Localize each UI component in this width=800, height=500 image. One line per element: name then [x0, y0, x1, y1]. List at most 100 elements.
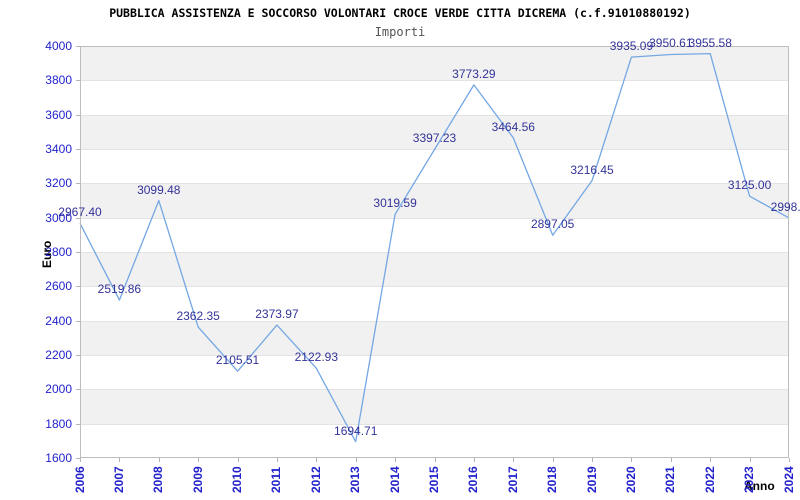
- y-tick-mark: [76, 355, 80, 356]
- x-tick-mark: [276, 458, 278, 462]
- data-point-label: 3019.59: [373, 196, 417, 211]
- x-tick-label: 2009: [190, 466, 205, 493]
- data-point-label: 2122.93: [294, 350, 339, 365]
- x-tick-label: 2013: [348, 466, 363, 493]
- series-line: [79, 52, 790, 443]
- x-tick-mark: [552, 458, 554, 462]
- data-point-label: 3099.48: [137, 182, 181, 197]
- data-point-label: 1694.71: [334, 423, 378, 438]
- x-tick-mark: [631, 458, 633, 462]
- data-point-label: 2998.4: [770, 199, 800, 214]
- y-tick-mark: [76, 46, 80, 47]
- y-tick-mark: [76, 80, 80, 82]
- x-tick-mark: [670, 458, 672, 462]
- y-tick-mark: [76, 458, 80, 459]
- x-tick-label: 2012: [308, 466, 323, 493]
- x-tick-mark: [395, 458, 397, 462]
- data-point-label: 3950.61: [649, 36, 693, 51]
- data-point-label: 3216.45: [570, 162, 614, 177]
- x-tick-mark: [316, 458, 318, 462]
- y-tick-mark: [76, 183, 80, 185]
- x-tick-label: 2023: [742, 466, 757, 493]
- x-tick-label: 2020: [623, 466, 638, 493]
- x-tick-label: 2011: [269, 466, 284, 493]
- y-tick-label: 3200: [45, 176, 72, 191]
- data-point-label: 3125.00: [727, 178, 772, 193]
- plot-band: [80, 114, 789, 149]
- x-tick-mark: [237, 458, 239, 462]
- y-grid-line: [80, 80, 789, 82]
- x-tick-mark: [158, 458, 160, 462]
- y-tick-label: 2200: [45, 348, 72, 362]
- data-point-label: 3955.58: [688, 35, 732, 50]
- x-tick-mark: [198, 458, 200, 462]
- y-tick-label: 3400: [45, 142, 72, 156]
- y-tick-mark: [76, 320, 80, 322]
- plot-band: [80, 46, 789, 81]
- data-point-label: 3935.09: [609, 39, 654, 54]
- y-tick-label: 2400: [45, 313, 72, 328]
- data-point-label: 2373.97: [255, 307, 299, 322]
- y-tick-mark: [76, 389, 80, 391]
- y-grid-line: [80, 423, 789, 425]
- x-tick-label: 2018: [545, 466, 560, 493]
- x-axis-title: Anno: [744, 479, 775, 493]
- y-tick-mark: [76, 286, 80, 288]
- data-point-label: 2967.40: [58, 205, 102, 220]
- plot-area: [79, 46, 790, 458]
- y-tick-label: 1800: [45, 416, 72, 431]
- y-grid-line: [80, 183, 789, 185]
- plot-band: [80, 389, 789, 424]
- y-grid-line: [80, 389, 789, 391]
- x-tick-label: 2008: [151, 466, 166, 493]
- y-tick-label: 4000: [45, 39, 72, 53]
- data-point-label: 3773.29: [452, 66, 496, 81]
- y-grid-line: [80, 320, 789, 322]
- x-tick-label: 2007: [111, 466, 126, 493]
- y-tick-label: 2000: [45, 382, 72, 397]
- x-tick-label: 2024: [781, 466, 796, 493]
- x-tick-label: 2016: [466, 466, 481, 493]
- x-tick-mark: [355, 458, 357, 462]
- plot-band: [80, 183, 789, 218]
- y-tick-label: 3000: [45, 210, 72, 225]
- x-tick-mark: [710, 458, 712, 462]
- x-tick-label: 2017: [505, 466, 520, 493]
- data-point-label: 2519.86: [97, 282, 142, 297]
- y-tick-label: 2800: [45, 245, 72, 259]
- x-tick-mark: [473, 458, 475, 462]
- x-tick-label: 2010: [230, 466, 245, 493]
- y-tick-label: 1600: [45, 451, 72, 465]
- y-tick-mark: [76, 114, 80, 116]
- y-tick-mark: [76, 149, 80, 150]
- x-tick-mark: [80, 458, 81, 462]
- y-tick-label: 2600: [45, 279, 72, 294]
- data-point-label: 2105.51: [215, 353, 260, 368]
- y-grid-line: [80, 217, 789, 219]
- x-tick-mark: [592, 458, 594, 462]
- y-grid-line: [80, 286, 789, 288]
- x-tick-label: 2015: [427, 466, 441, 493]
- data-point-label: 3397.23: [412, 131, 457, 146]
- plot-band: [80, 252, 789, 287]
- y-tick-mark: [76, 252, 80, 253]
- y-tick-mark: [76, 217, 80, 219]
- y-tick-mark: [76, 423, 80, 425]
- x-tick-label: 2019: [584, 466, 599, 493]
- x-tick-mark: [749, 458, 751, 462]
- x-tick-mark: [789, 458, 790, 462]
- y-grid-line: [80, 114, 789, 116]
- x-tick-mark: [119, 458, 121, 462]
- y-tick-label: 3800: [45, 73, 72, 88]
- data-point-label: 2897.05: [530, 217, 575, 232]
- x-tick-label: 2006: [72, 466, 87, 493]
- x-tick-label: 2022: [702, 466, 717, 493]
- y-grid-line: [80, 252, 789, 253]
- series-line-svg: [79, 52, 790, 443]
- data-point-label: 3464.56: [491, 119, 535, 134]
- x-tick-mark: [513, 458, 515, 462]
- y-tick-label: 3600: [45, 107, 72, 122]
- chart-subtitle: Importi: [374, 25, 426, 39]
- chart-title: PUBBLICA ASSISTENZA E SOCCORSO VOLONTARI…: [109, 6, 691, 20]
